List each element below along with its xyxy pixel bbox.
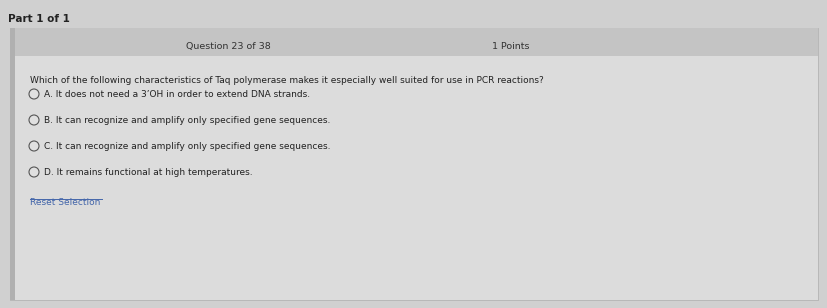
Text: Reset Selection: Reset Selection (30, 198, 100, 207)
Circle shape (29, 167, 39, 177)
Text: 1 Points: 1 Points (491, 42, 529, 51)
Text: Question 23 of 38: Question 23 of 38 (185, 42, 270, 51)
FancyBboxPatch shape (10, 28, 15, 300)
Text: Part 1 of 1: Part 1 of 1 (8, 14, 69, 24)
Circle shape (29, 115, 39, 125)
FancyBboxPatch shape (10, 28, 817, 300)
Text: Which of the following characteristics of Taq polymerase makes it especially wel: Which of the following characteristics o… (30, 76, 543, 85)
Circle shape (29, 141, 39, 151)
Text: B. It can recognize and amplify only specified gene sequences.: B. It can recognize and amplify only spe… (44, 116, 330, 125)
FancyBboxPatch shape (15, 56, 817, 300)
Text: D. It remains functional at high temperatures.: D. It remains functional at high tempera… (44, 168, 252, 177)
Circle shape (29, 89, 39, 99)
Text: C. It can recognize and amplify only specified gene sequences.: C. It can recognize and amplify only spe… (44, 142, 330, 151)
Text: A. It does not need a 3’OH in order to extend DNA strands.: A. It does not need a 3’OH in order to e… (44, 90, 310, 99)
FancyBboxPatch shape (10, 28, 817, 56)
